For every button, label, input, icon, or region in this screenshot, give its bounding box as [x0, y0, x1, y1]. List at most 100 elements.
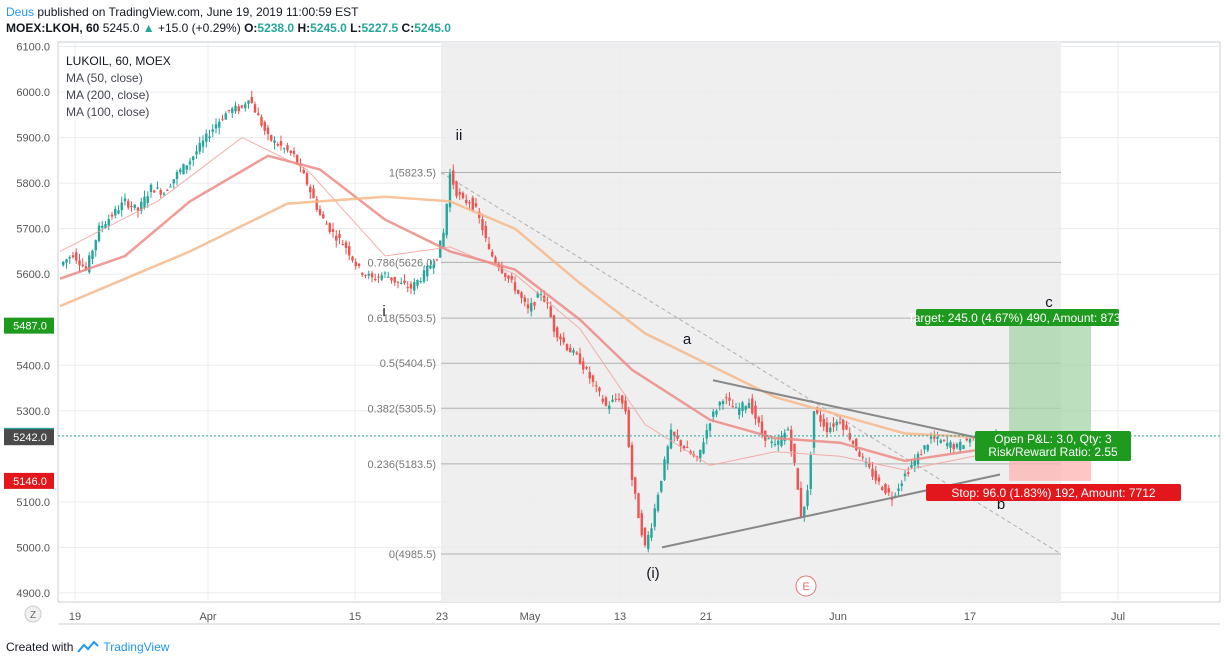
candle-body [523, 297, 526, 302]
last-price: 5245.0 [102, 21, 140, 35]
candle-body [569, 347, 572, 353]
candle-body [227, 109, 231, 111]
candle-body [101, 226, 104, 228]
candle-body [751, 398, 754, 414]
author-name[interactable]: Deus [6, 5, 35, 19]
candle-body [526, 304, 530, 309]
candle-body [962, 445, 965, 449]
candle-body [965, 438, 968, 441]
candle-body [676, 435, 679, 439]
x-tick-label: 21 [700, 611, 712, 623]
candle-body [182, 164, 185, 175]
candle-body [504, 273, 507, 277]
legend-title: LUKOIL, 60, MOEX [66, 54, 171, 68]
candle-body [208, 136, 211, 139]
candle-body [68, 257, 71, 259]
y-tick-label: 4900.0 [16, 588, 50, 600]
candle-body [608, 405, 611, 410]
candle-body [439, 240, 442, 258]
candle-body [149, 184, 153, 193]
candle-body [374, 279, 377, 281]
candle-body [673, 431, 676, 436]
candle-body [296, 154, 299, 164]
fib-level-label: 0.236(5183.5) [368, 459, 437, 471]
candle-body [725, 397, 728, 399]
candle-body [855, 438, 858, 451]
candle-body [94, 240, 97, 251]
candle-body [292, 150, 296, 154]
candle-body [341, 243, 344, 246]
candle-body [117, 210, 120, 214]
candle-body [942, 439, 946, 441]
candle-body [939, 440, 942, 443]
tradingview-link[interactable]: TradingView [103, 640, 170, 654]
candle-body [234, 105, 237, 112]
candle-body [452, 170, 455, 185]
candle-body [559, 336, 562, 340]
candle-body [923, 445, 926, 450]
candle-body [71, 255, 75, 258]
candle-body [253, 104, 257, 113]
candle-body [868, 463, 871, 468]
open-value: 5238.0 [257, 21, 295, 35]
candle-body [156, 187, 159, 189]
candle-body [595, 385, 598, 387]
candle-body [842, 420, 845, 430]
candle-body [185, 165, 188, 170]
candle-body [582, 361, 585, 370]
candle-body [422, 270, 426, 282]
high-label: H: [297, 21, 311, 35]
candle-body [260, 116, 263, 126]
candle-body [250, 96, 253, 104]
candle-body [136, 207, 140, 211]
candle-body [286, 145, 289, 151]
candle-body [481, 219, 484, 231]
candle-body [338, 233, 341, 238]
candle-body [403, 280, 406, 284]
candle-body [650, 528, 653, 538]
x-tick-label: 17 [964, 611, 976, 623]
candle-body [617, 398, 621, 400]
tradingview-logo-icon [77, 640, 100, 653]
candle-body [861, 456, 864, 458]
y-tick-label: 5300.0 [16, 406, 50, 418]
price-tag-bg [4, 317, 54, 334]
candle-body [591, 375, 595, 382]
candle-body [367, 273, 370, 276]
candle-body [660, 480, 663, 492]
candle-body [396, 281, 400, 283]
fib-level-label: 0.5(5404.5) [380, 358, 436, 370]
candle-body [224, 113, 227, 120]
position-label-bg [975, 431, 1131, 461]
candle-body [127, 200, 130, 208]
target-label: Target: 245.0 (4.67%) 490, Amount: 8735 [908, 311, 1128, 325]
candle-body [786, 429, 790, 431]
candle-body [387, 276, 390, 278]
x-tick-label: Jul [1111, 611, 1125, 623]
candle-body [933, 436, 936, 439]
price-change: +15.0 (+0.29%) [157, 21, 241, 35]
candle-body [315, 199, 318, 210]
ma-line-3 [59, 195, 997, 440]
x-tick-label: 15 [349, 611, 361, 623]
fib-level-label: 1(5823.5) [389, 167, 436, 179]
candle-body [348, 246, 351, 256]
candle-body [819, 415, 822, 422]
candle-body [305, 173, 309, 185]
candle-body [344, 242, 348, 248]
candle-body [370, 273, 374, 278]
candle-body [864, 461, 868, 463]
candle-body [78, 260, 81, 266]
candle-body [699, 449, 702, 459]
candle-body [913, 459, 916, 466]
wave-label: a [683, 331, 692, 348]
candle-body [679, 440, 682, 447]
candle-body [747, 402, 751, 408]
timezone-label: Z [30, 610, 36, 621]
candle-body [354, 261, 357, 266]
fib-trend-line [440, 172, 1062, 555]
candle-body [926, 444, 929, 451]
candle-body [816, 407, 819, 414]
candle-body [114, 208, 117, 216]
